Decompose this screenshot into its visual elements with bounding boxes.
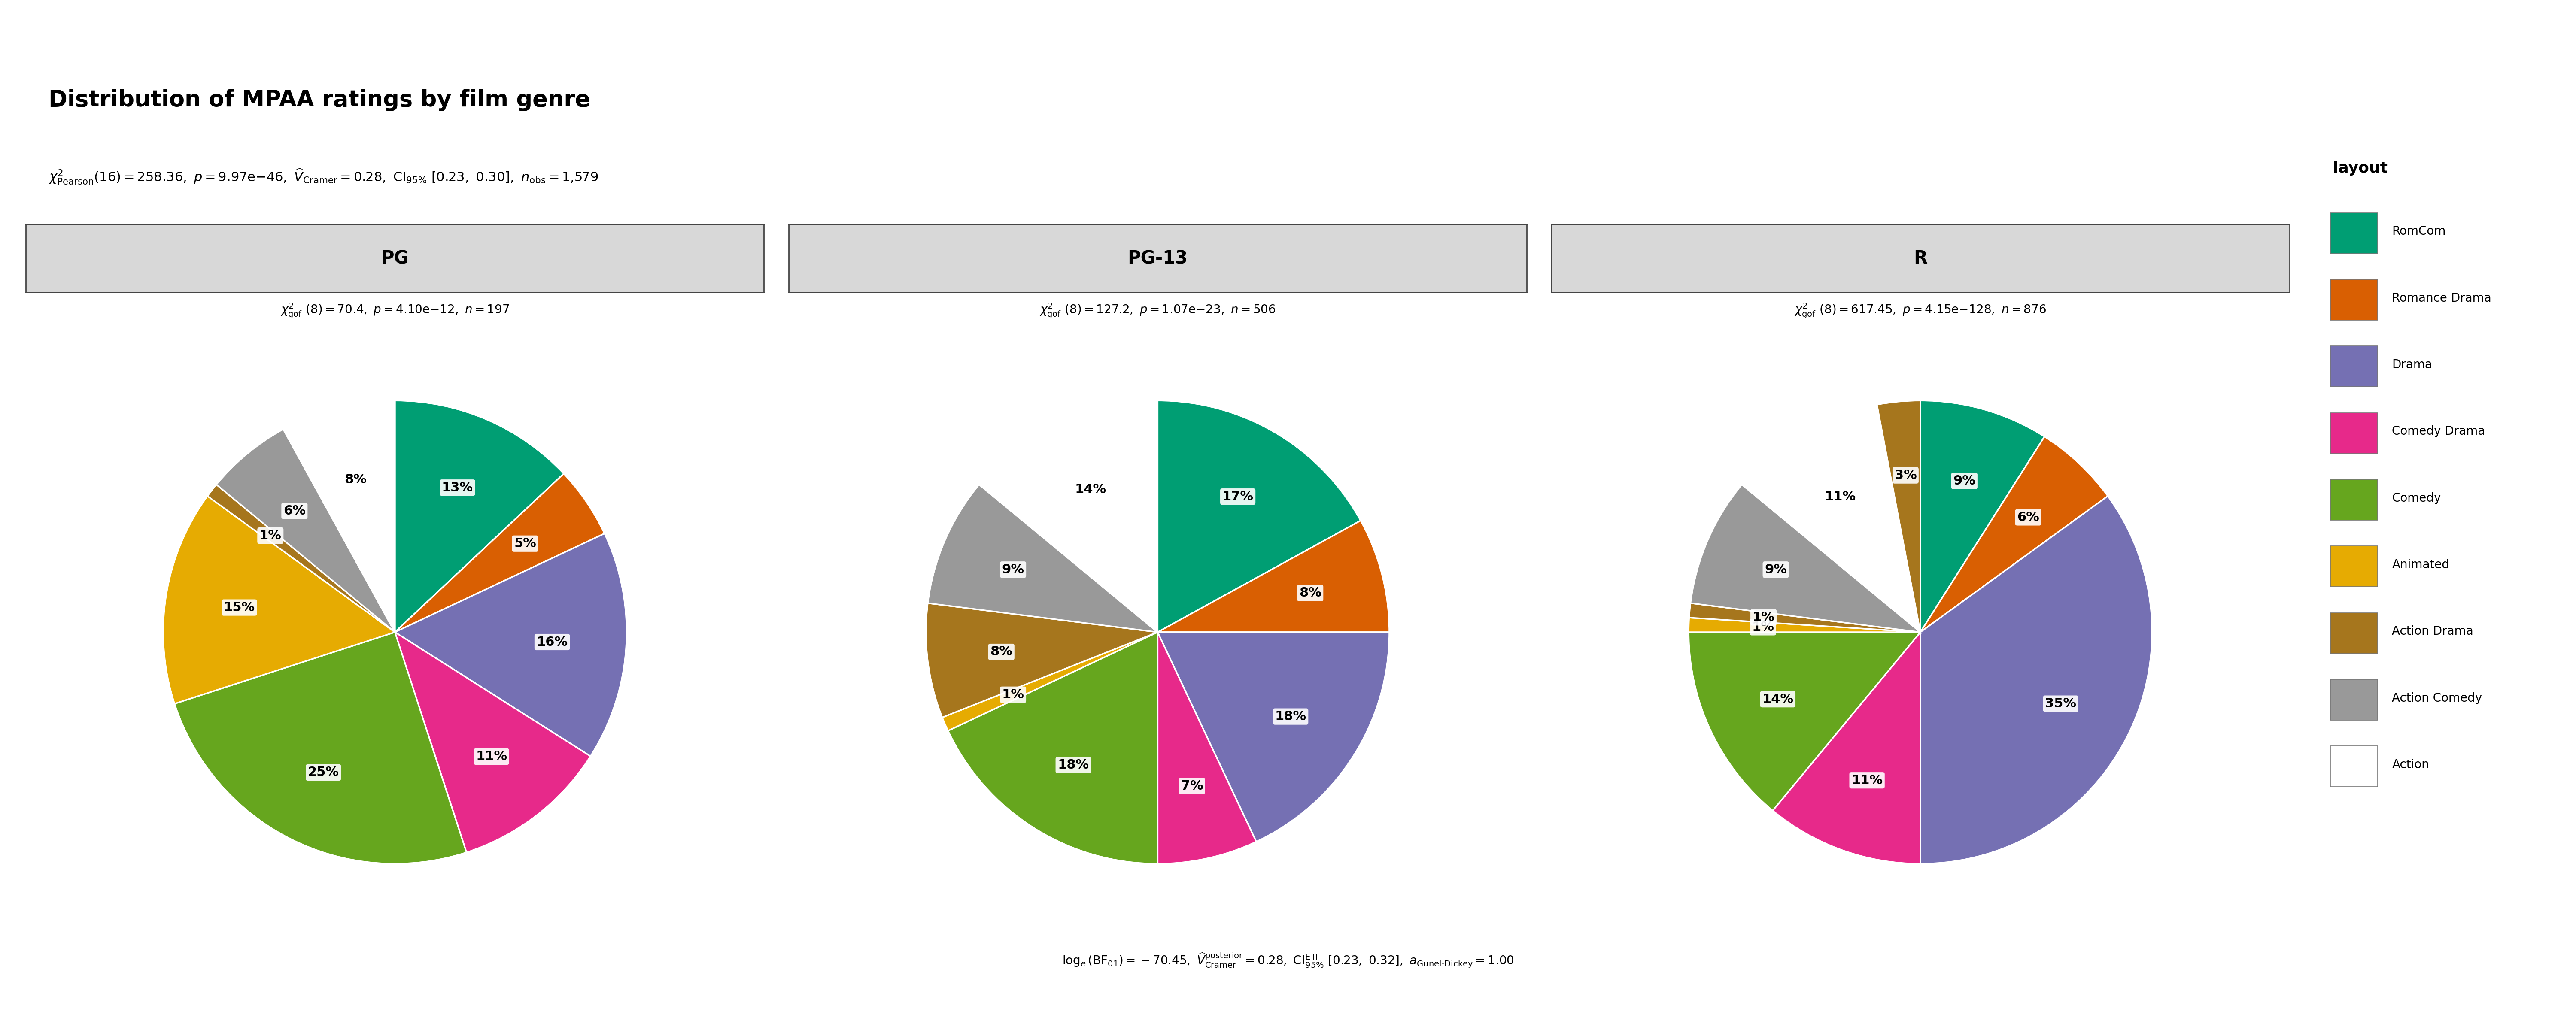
Text: $\log_e(\mathrm{BF}_{01}) = -70.45,$$\ \widehat{V}^{\mathrm{posterior}}_{\mathrm: $\log_e(\mathrm{BF}_{01}) = -70.45,$$\ \… <box>1061 952 1515 969</box>
Text: $\chi^2_{\mathrm{Pearson}}(16) = 258.36,$$\ p = 9.97\mathrm{e}{-46},$$\ \widehat: $\chi^2_{\mathrm{Pearson}}(16) = 258.36,… <box>49 168 598 185</box>
Text: Distribution of MPAA ratings by film genre: Distribution of MPAA ratings by film gen… <box>49 89 590 111</box>
FancyBboxPatch shape <box>2331 346 2378 387</box>
FancyBboxPatch shape <box>2331 279 2378 320</box>
FancyBboxPatch shape <box>2331 479 2378 520</box>
Text: Action Drama: Action Drama <box>2393 625 2473 638</box>
Text: Comedy Drama: Comedy Drama <box>2393 425 2486 438</box>
Text: Drama: Drama <box>2393 358 2432 371</box>
Text: $\chi^2_{\mathrm{gof}}\ (8) = 127.2,\ $$p = 1.07\mathrm{e}{-23},\ $$n = 506$: $\chi^2_{\mathrm{gof}}\ (8) = 127.2,\ $$… <box>1041 302 1275 319</box>
FancyBboxPatch shape <box>2331 746 2378 787</box>
Text: Action Comedy: Action Comedy <box>2393 692 2483 705</box>
FancyBboxPatch shape <box>2331 212 2378 253</box>
Text: R: R <box>1914 249 1927 268</box>
FancyBboxPatch shape <box>2331 413 2378 453</box>
Text: PG-13: PG-13 <box>1128 249 1188 268</box>
Text: layout: layout <box>2334 161 2388 175</box>
Text: Action: Action <box>2393 759 2429 770</box>
FancyBboxPatch shape <box>2331 680 2378 720</box>
Text: Animated: Animated <box>2393 559 2450 571</box>
Text: PG: PG <box>381 249 410 268</box>
Text: RomCom: RomCom <box>2393 226 2445 238</box>
FancyBboxPatch shape <box>2331 613 2378 653</box>
Text: $\chi^2_{\mathrm{gof}}\ (8) = 70.4,\ $$p = 4.10\mathrm{e}{-12},\ $$n = 197$: $\chi^2_{\mathrm{gof}}\ (8) = 70.4,\ $$p… <box>281 302 510 319</box>
FancyBboxPatch shape <box>2331 546 2378 587</box>
Text: Comedy: Comedy <box>2393 492 2442 504</box>
Text: $\chi^2_{\mathrm{gof}}\ (8) = 617.45,\ $$p = 4.15\mathrm{e}{-128},\ $$n = 876$: $\chi^2_{\mathrm{gof}}\ (8) = 617.45,\ $… <box>1795 302 2045 319</box>
Text: Romance Drama: Romance Drama <box>2393 293 2491 304</box>
